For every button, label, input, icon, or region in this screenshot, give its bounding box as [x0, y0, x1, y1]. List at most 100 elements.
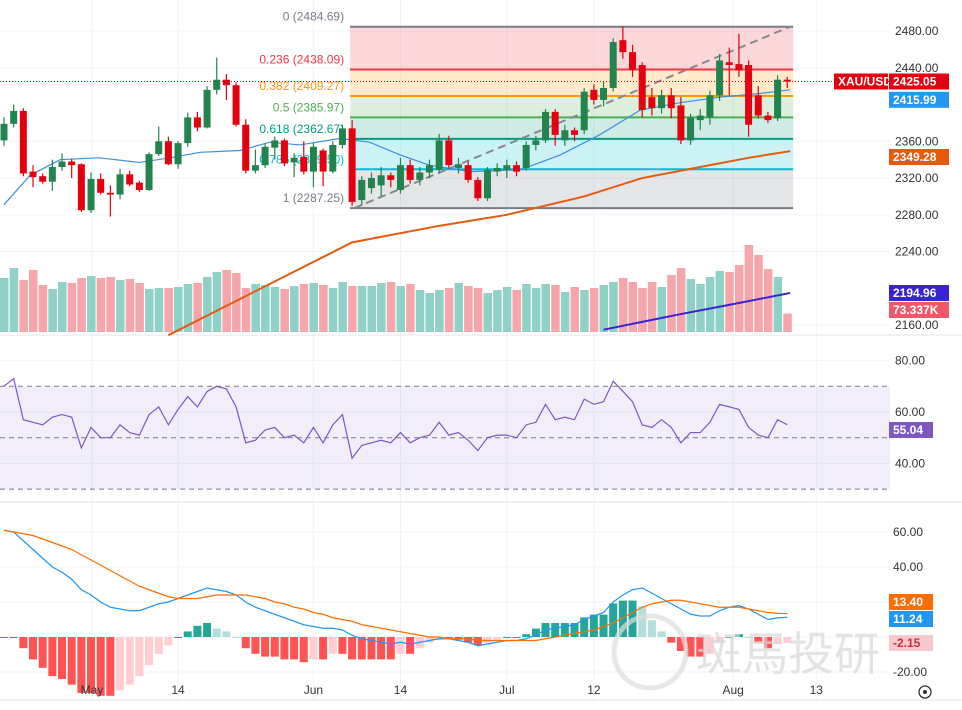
macd-histogram-bar	[116, 637, 125, 691]
macd-histogram-bar	[328, 637, 337, 654]
volume-value-tag-bg	[889, 302, 949, 318]
histogram-value-tag: -2.15	[893, 636, 921, 650]
candle-body	[783, 79, 791, 82]
volume-bar	[754, 255, 763, 332]
macd-histogram-bar	[58, 637, 67, 679]
volume-bar	[696, 284, 705, 332]
volume-bar	[338, 282, 347, 332]
macd-histogram-bar	[290, 637, 299, 660]
candle-body	[696, 115, 704, 121]
candle-body	[329, 144, 337, 172]
macd-histogram-bar	[512, 637, 521, 638]
candle-body	[232, 85, 240, 125]
candle-body	[58, 161, 66, 168]
price-tick-label: 2280.00	[895, 208, 939, 222]
volume-bar	[763, 269, 773, 332]
macd-histogram-bar	[444, 637, 453, 638]
candle-body	[590, 89, 598, 100]
macd-histogram-bar	[377, 637, 386, 660]
macd-histogram-bar	[425, 637, 434, 643]
candle-body	[522, 144, 530, 168]
volume-bar	[531, 288, 541, 332]
volume-bar	[212, 272, 222, 332]
volume-bar	[725, 272, 734, 332]
ma-orange-value-tag-bg	[889, 149, 949, 165]
rsi-line	[3, 377, 788, 460]
signal-value-tag-bg	[889, 594, 933, 610]
candle-body	[97, 178, 105, 193]
volume-bar	[570, 287, 580, 332]
rsi-value-tag-bg	[889, 422, 933, 438]
macd-histogram-bar	[212, 628, 221, 637]
candle-body	[19, 110, 27, 174]
macd-histogram-bar	[145, 637, 154, 665]
candle-body	[677, 105, 685, 141]
volume-bar	[251, 284, 260, 332]
fib-label-0.236: 0.236 (2438.09)	[259, 53, 344, 67]
macd-histogram-bar	[551, 623, 560, 637]
volume-bar	[0, 278, 9, 332]
macd-histogram-bar	[29, 637, 38, 660]
zebra-logo-icon	[611, 613, 689, 691]
candle-body	[725, 62, 733, 66]
volume-bar	[309, 283, 318, 332]
volume-bar	[589, 288, 599, 332]
price-axis[interactable]: 2480.00 2440.00 2360.00 2320.00 2280.00 2240.…	[834, 24, 949, 679]
candle-body	[551, 111, 559, 135]
candle-body	[261, 146, 269, 166]
sma-value-tag-bg	[889, 91, 949, 108]
volume-bar	[609, 282, 618, 332]
macd-histogram-bar	[48, 637, 57, 677]
volume-bar	[657, 287, 667, 332]
settings-icon[interactable]	[918, 685, 932, 699]
macd-histogram-bar	[251, 637, 260, 654]
candle-body	[174, 143, 182, 165]
candle-body	[513, 165, 521, 172]
candle-body	[387, 175, 395, 180]
volume-bars	[0, 245, 792, 332]
macd-histogram-bar	[725, 637, 734, 638]
volume-bar	[522, 284, 531, 332]
macd-histogram-bar	[348, 637, 357, 660]
volume-bar	[106, 277, 115, 332]
fib-zone-0.382	[350, 96, 794, 118]
volume-value-tag: 73.337K	[893, 303, 939, 317]
macd-histogram-bar	[502, 637, 511, 638]
candle-body	[145, 154, 153, 190]
time-tick-label: Jun	[304, 683, 323, 697]
candle-body	[135, 182, 143, 190]
macd-tick-label: -20.00	[893, 665, 927, 679]
rsi-panel	[0, 377, 890, 490]
macd-line	[3, 529, 788, 647]
fib-label-1: 1 (2287.25)	[283, 191, 344, 205]
candle-body	[716, 60, 724, 96]
time-tick-label: 12	[587, 683, 601, 697]
candle-body	[416, 172, 424, 180]
time-tick-label: May	[81, 683, 104, 697]
time-tick-label: 13	[810, 683, 824, 697]
volume-bar	[377, 283, 386, 332]
fib-label-0.618: 0.618 (2362.67)	[259, 122, 344, 136]
price-tick-label: 2240.00	[895, 245, 939, 259]
time-tick-label: Jul	[499, 683, 514, 697]
macd-value-tag: 11.24	[893, 612, 923, 626]
macd-histogram-bar	[280, 637, 289, 660]
macd-histogram-bar	[183, 631, 192, 637]
macd-histogram-bar	[638, 606, 647, 637]
ma-purple-value-tag: 2194.96	[893, 286, 937, 300]
candle-body	[464, 165, 472, 180]
macd-histogram-bar	[338, 637, 347, 654]
price-tick-label: 2440.00	[895, 61, 939, 75]
time-axis[interactable]: May 14 Jun 14 Jul 12 Aug 13	[81, 683, 824, 697]
volume-bar	[9, 268, 19, 332]
volume-bar	[483, 293, 492, 332]
candle-body	[542, 111, 550, 141]
volume-bar	[19, 280, 28, 332]
candle-body	[251, 165, 259, 171]
macd-histogram-bar	[531, 628, 540, 637]
macd-histogram-bar	[493, 637, 502, 640]
volume-bar	[744, 245, 754, 332]
volume-bar	[183, 284, 193, 332]
candle-body	[319, 150, 327, 172]
